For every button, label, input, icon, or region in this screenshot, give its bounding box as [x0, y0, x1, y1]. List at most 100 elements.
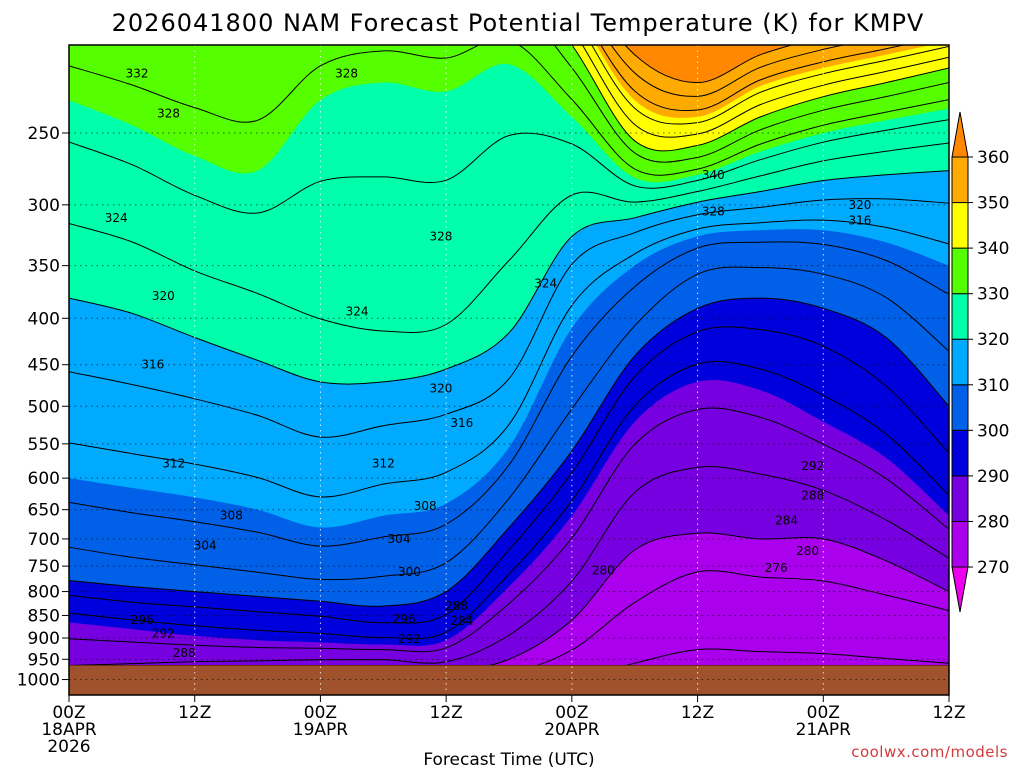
x-tick-label: 2026 [47, 737, 90, 757]
colorbar-bottom-arrow [951, 566, 969, 613]
y-tick-label: 250 [28, 124, 60, 144]
contour-label: 308 [220, 509, 243, 523]
y-tick-label: 1000 [17, 671, 60, 691]
isentrope-312 [69, 219, 949, 498]
terrain-fill [69, 665, 949, 695]
colorbar-box-270 [951, 520, 969, 568]
contour-label: 304 [388, 532, 411, 546]
isentrope-284 [69, 466, 949, 666]
contour-label: 280 [592, 563, 615, 577]
contour-label: 328 [429, 229, 452, 243]
contour-label: 328 [157, 107, 180, 121]
isentrope-292 [69, 361, 949, 640]
x-tick-label: 21APR [796, 720, 852, 740]
isentrope-336 [553, 45, 949, 163]
contour-label: 316 [141, 358, 164, 372]
colorbar: 270 280 290 300 310 320 330 340 350 360 [951, 111, 1009, 613]
contour-label: 292 [801, 459, 824, 473]
y-tick-label: 950 [28, 650, 60, 670]
isentrope-356 [610, 45, 846, 97]
chart-title: 2026041800 NAM Forecast Potential Temper… [112, 9, 925, 37]
colorbar-box-280 [951, 475, 969, 522]
contour-label: 324 [534, 276, 557, 290]
credit-text: coolwx.com/models [851, 743, 1008, 761]
contour-label: 312 [162, 456, 185, 470]
isentrope-348 [591, 45, 949, 125]
y-tick-label: 900 [28, 629, 60, 649]
colorbar-box-320 [951, 293, 969, 340]
contour-label: 328 [702, 204, 725, 218]
y-tick-label: 550 [28, 435, 60, 455]
colorbar-label: 360 [977, 148, 1009, 168]
y-tick-label: 300 [28, 196, 60, 216]
isentrope-324 [69, 142, 949, 334]
plot-frame [68, 44, 950, 696]
x-tick-label: 12Z [430, 703, 463, 723]
colorbar-label: 350 [977, 194, 1009, 214]
colorbar-top-arrow [951, 111, 969, 158]
contour-label: 288 [801, 488, 824, 502]
isentrope-316 [69, 198, 949, 438]
isentrope-300 [69, 297, 949, 607]
x-tick-label: 20APR [544, 720, 600, 740]
isentrope-352 [600, 45, 906, 112]
colorbar-label: 330 [977, 285, 1009, 305]
isentrope-288 [69, 407, 949, 653]
y-tick-label: 350 [28, 257, 60, 277]
y-tick-label: 650 [28, 501, 60, 521]
colorbar-label: 280 [977, 512, 1009, 532]
x-tick-label: 12Z [932, 703, 965, 723]
terrain [69, 664, 949, 695]
isentrope-344 [581, 45, 949, 138]
contour-label: 320 [848, 198, 871, 212]
contour-label: 304 [194, 539, 217, 553]
contour-label: 280 [796, 544, 819, 558]
colorbar-label: 320 [977, 330, 1009, 350]
colorbar-label: 310 [977, 376, 1009, 396]
contour-label: 324 [105, 211, 128, 225]
contour-label: 284 [775, 513, 798, 527]
colorbar-label: 290 [977, 467, 1009, 487]
isentrope-328 [69, 119, 949, 214]
x-tick-label: 18APR [41, 720, 97, 740]
contour-label: 324 [346, 304, 369, 318]
x-tick-label: 12Z [681, 703, 714, 723]
contour-label: 332 [126, 67, 149, 81]
isentrope-304 [69, 266, 949, 581]
contour-label: 320 [152, 289, 175, 303]
colorbar-label: 270 [977, 558, 1009, 578]
x-tick-label: 19APR [293, 720, 349, 740]
contour-label: 308 [414, 499, 437, 513]
y-tick-label: 800 [28, 583, 60, 603]
y-tick-label: 700 [28, 530, 60, 550]
grid [68, 45, 950, 695]
contour-label: 316 [848, 213, 871, 227]
y-tick-label: 600 [28, 469, 60, 489]
colorbar-label: 300 [977, 421, 1009, 441]
y-tick-label: 450 [28, 356, 60, 376]
isentrope-340 [571, 45, 949, 152]
contour-label: 300 [398, 565, 421, 579]
contour-label: 320 [429, 382, 452, 396]
contour-label: 328 [335, 67, 358, 81]
contour-label: 312 [372, 456, 395, 470]
contour-label: 296 [131, 613, 154, 627]
x-tick-label: 00Z [555, 703, 588, 723]
contour-label: 292 [152, 627, 175, 641]
contour-label: 296 [393, 612, 416, 626]
colorbar-box-290 [951, 429, 969, 477]
y-tick-label: 850 [28, 606, 60, 626]
colorbar-box-300 [951, 384, 969, 431]
contour-label: 292 [398, 632, 421, 646]
contour-label: 288 [445, 599, 468, 613]
colorbar-box-330 [951, 247, 969, 295]
band-above-360 [624, 45, 792, 83]
contour-label: 288 [173, 646, 196, 660]
isentrope-308 [69, 241, 949, 547]
y-tick-label: 500 [28, 397, 60, 417]
isentrope-320 [69, 170, 949, 385]
isentrope-296 [69, 326, 949, 624]
